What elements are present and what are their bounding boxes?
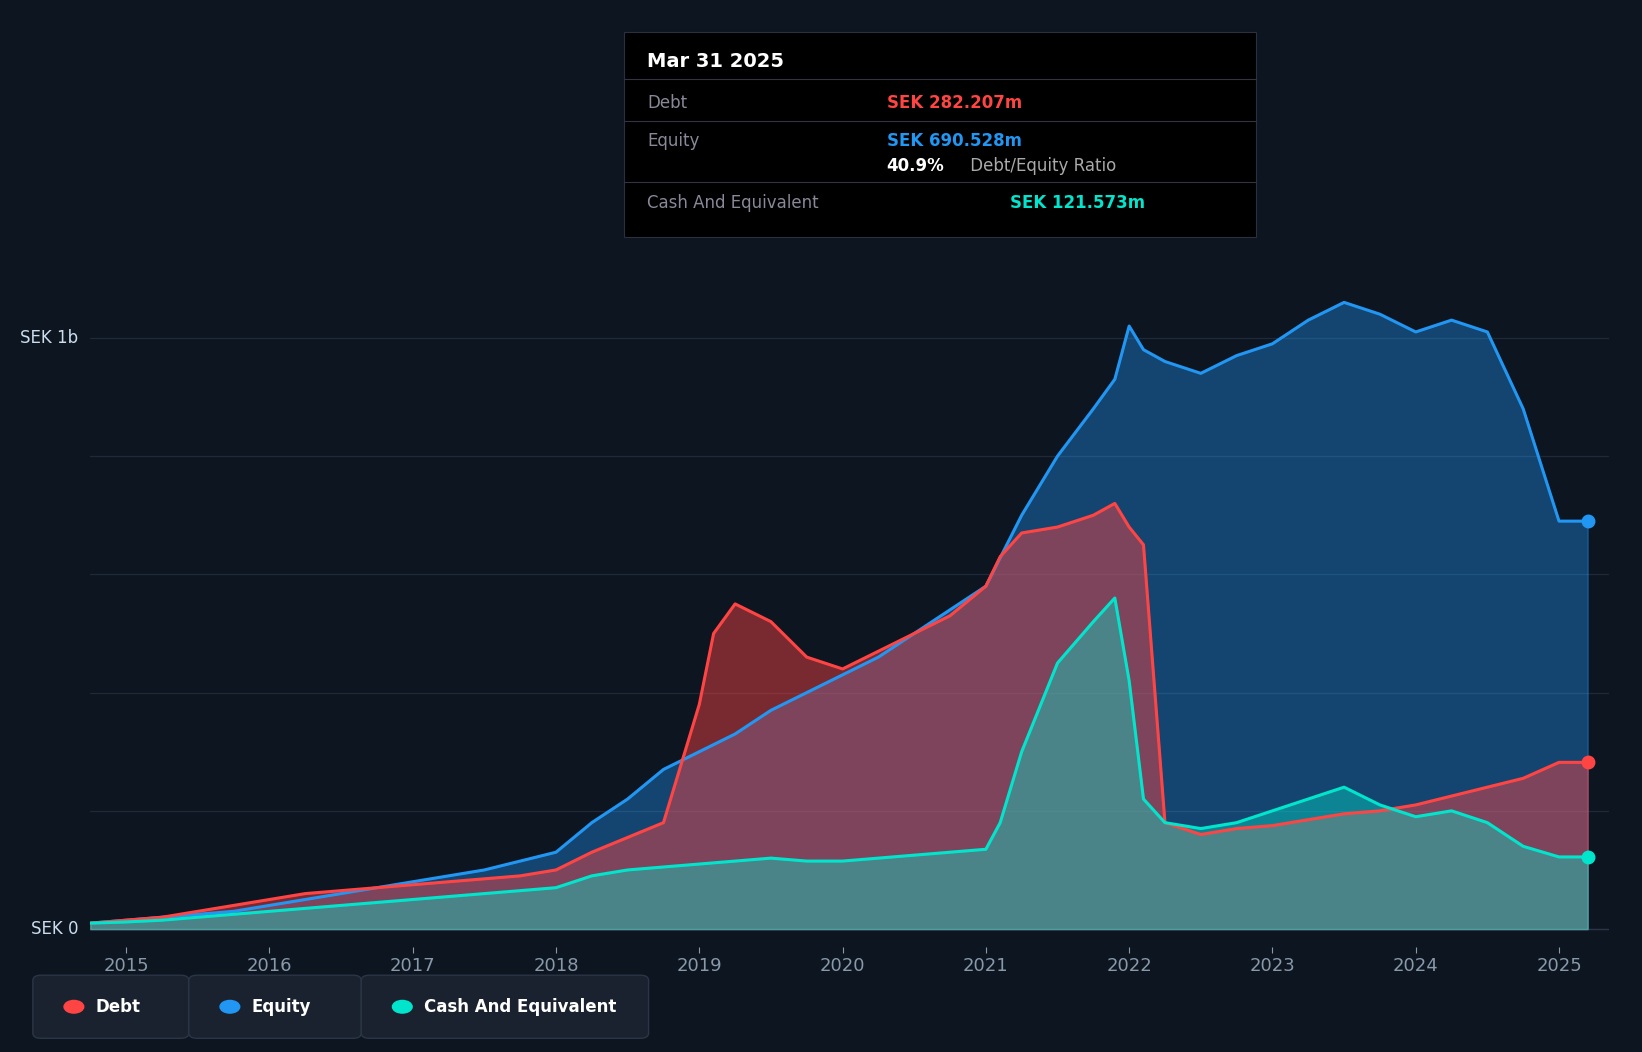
- Text: Equity: Equity: [647, 132, 699, 150]
- Text: SEK 1b: SEK 1b: [20, 329, 79, 347]
- Text: Equity: Equity: [251, 997, 310, 1016]
- Text: Debt: Debt: [95, 997, 140, 1016]
- Text: Cash And Equivalent: Cash And Equivalent: [647, 194, 819, 213]
- Text: SEK 282.207m: SEK 282.207m: [887, 94, 1021, 113]
- Text: SEK 0: SEK 0: [31, 920, 79, 938]
- Text: Debt/Equity Ratio: Debt/Equity Ratio: [965, 157, 1117, 176]
- Text: Cash And Equivalent: Cash And Equivalent: [424, 997, 616, 1016]
- Text: Debt: Debt: [647, 94, 686, 113]
- Text: SEK 690.528m: SEK 690.528m: [887, 132, 1021, 150]
- Text: SEK 121.573m: SEK 121.573m: [1010, 194, 1144, 213]
- Text: 40.9%: 40.9%: [887, 157, 944, 176]
- Text: Mar 31 2025: Mar 31 2025: [647, 52, 783, 70]
